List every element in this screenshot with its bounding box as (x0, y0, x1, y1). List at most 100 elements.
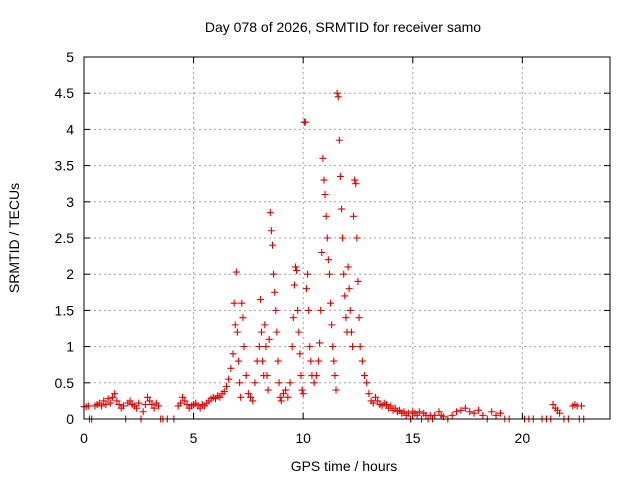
data-point (275, 379, 283, 387)
data-point (179, 393, 187, 401)
data-point (365, 390, 373, 398)
data-point (113, 397, 121, 405)
data-point (267, 227, 275, 235)
data-point (325, 270, 333, 278)
y-tick-label: 1 (66, 339, 74, 355)
data-point (322, 212, 330, 220)
data-point (374, 397, 382, 405)
data-point (230, 299, 238, 307)
data-point (183, 401, 191, 409)
data-point (288, 343, 296, 351)
data-point (307, 357, 315, 365)
data-point (150, 404, 158, 412)
data-point (225, 375, 233, 383)
data-point (488, 408, 496, 416)
data-point (258, 328, 266, 336)
data-point (247, 393, 255, 401)
data-point (249, 397, 257, 405)
data-point (301, 118, 309, 126)
data-point (310, 379, 318, 387)
data-point (255, 343, 263, 351)
data-point (244, 390, 252, 398)
data-point (404, 409, 412, 417)
data-point (289, 314, 297, 322)
y-tick-label: 0 (66, 411, 74, 427)
data-point (304, 270, 312, 278)
data-point (240, 343, 248, 351)
data-point (106, 399, 114, 407)
data-point (100, 397, 108, 405)
data-point (115, 401, 123, 409)
data-point (387, 402, 395, 410)
data-point (318, 248, 326, 256)
data-point (296, 350, 304, 358)
data-points (80, 89, 588, 423)
data-point (119, 402, 127, 410)
data-point (363, 379, 371, 387)
data-point (236, 379, 244, 387)
data-point (284, 393, 292, 401)
data-point (316, 339, 324, 347)
data-point (104, 395, 112, 403)
data-point (133, 404, 141, 412)
data-point (238, 299, 246, 307)
data-point (297, 372, 305, 380)
data-point (312, 372, 320, 380)
data-point (222, 382, 230, 390)
data-point (276, 393, 284, 401)
data-point (461, 404, 469, 412)
data-point (315, 357, 323, 365)
data-point (263, 372, 271, 380)
data-point (293, 267, 301, 275)
data-point (356, 343, 364, 351)
data-point (371, 393, 379, 401)
data-point (457, 406, 465, 414)
data-point (270, 270, 278, 278)
y-tick-label: 4 (66, 121, 74, 137)
data-point (144, 393, 152, 401)
data-point (391, 404, 399, 412)
data-point (330, 357, 338, 365)
data-point (341, 292, 349, 300)
y-tick-label: 3.5 (55, 158, 75, 174)
data-point (268, 241, 276, 249)
data-point (256, 296, 264, 304)
data-point (332, 386, 340, 394)
data-point (358, 357, 366, 365)
data-point (216, 393, 224, 401)
data-point (290, 281, 298, 289)
data-point (282, 386, 290, 394)
data-point (294, 306, 302, 314)
data-point (345, 285, 353, 293)
data-point (286, 379, 294, 387)
data-point (176, 399, 184, 407)
data-point (102, 401, 110, 409)
data-point (291, 263, 299, 271)
data-point (126, 397, 134, 405)
data-point (323, 234, 331, 242)
data-point (479, 411, 487, 419)
data-point (264, 386, 272, 394)
data-point (196, 404, 204, 412)
data-point (273, 328, 281, 336)
data-point (231, 321, 239, 329)
y-tick-label: 1.5 (55, 302, 75, 318)
data-point (146, 397, 154, 405)
data-point (271, 288, 279, 296)
data-point (369, 399, 377, 407)
grid-layer (84, 57, 610, 419)
data-point (227, 364, 235, 372)
data-point (181, 397, 189, 405)
data-point (237, 393, 245, 401)
data-point (475, 406, 482, 414)
data-point (415, 408, 423, 416)
data-point (353, 234, 361, 242)
data-point (305, 306, 313, 314)
x-tick-label: 10 (295, 430, 311, 446)
data-point (141, 401, 149, 409)
data-point (492, 411, 500, 419)
data-point (306, 343, 314, 351)
data-point (84, 402, 92, 410)
